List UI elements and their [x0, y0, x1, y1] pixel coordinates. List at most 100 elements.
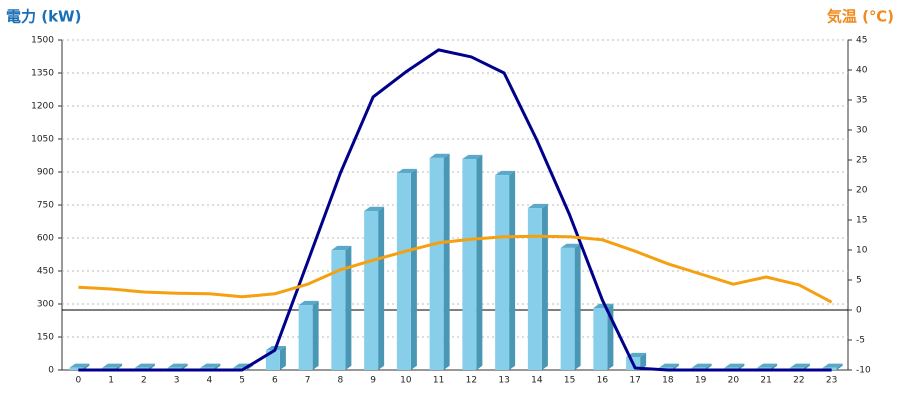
bar	[429, 157, 444, 370]
bar-side	[803, 363, 810, 370]
bar-top	[462, 154, 483, 160]
line	[78, 234, 833, 304]
x-tick-label: 0	[76, 376, 82, 386]
bar-side	[181, 363, 188, 370]
y-tick-label: 150	[37, 333, 54, 343]
x-tick-label: 5	[239, 376, 245, 386]
bar-top	[691, 363, 712, 368]
y-tick-label: 300	[37, 300, 54, 310]
bar	[462, 159, 477, 370]
y-tick-label: 1350	[31, 69, 54, 79]
bar-side	[378, 206, 385, 370]
bar-side	[738, 363, 745, 370]
y2-tick-label: 15	[856, 216, 867, 226]
bar-side	[148, 363, 155, 370]
x-tick-label: 19	[695, 376, 707, 386]
bar-side	[836, 363, 843, 370]
bar	[527, 208, 542, 370]
bar-side	[672, 363, 679, 370]
y-tick-label: 600	[37, 234, 54, 244]
x-tick-label: 1	[108, 376, 114, 386]
x-tick-label: 13	[498, 376, 509, 386]
x-tick-label: 21	[760, 376, 771, 386]
x-tick-label: 16	[597, 376, 609, 386]
bar	[364, 210, 379, 370]
y-tick-label: 1200	[31, 102, 54, 112]
line	[78, 48, 832, 372]
y2-tick-label: 20	[856, 186, 868, 196]
bar-side	[640, 352, 647, 370]
y-tick-label: 0	[48, 366, 54, 376]
bar-side	[410, 168, 417, 370]
y-tick-label: 1500	[31, 36, 54, 46]
y2-tick-label: 35	[856, 96, 867, 106]
bar-top	[102, 363, 123, 368]
x-tick-label: 15	[564, 376, 575, 386]
y2-tick-label: 5	[856, 276, 862, 286]
y2-tick-label: 25	[856, 156, 867, 166]
x-tick-label: 22	[793, 376, 804, 386]
x-tick-label: 8	[338, 376, 344, 386]
bar-top	[560, 243, 581, 248]
y2-tick-label: 40	[856, 66, 868, 76]
bar-side	[541, 203, 548, 370]
bar-side	[279, 346, 286, 370]
bar	[495, 175, 510, 370]
bar-top	[364, 206, 385, 211]
bar-top	[757, 363, 778, 368]
bar	[560, 247, 575, 370]
y-tick-label: 900	[37, 168, 54, 178]
bar	[331, 250, 346, 370]
bar-top	[429, 153, 450, 158]
bar-side	[116, 363, 123, 370]
y2-tick-label: 10	[856, 246, 868, 256]
x-tick-label: 11	[433, 376, 444, 386]
bar-top	[200, 363, 221, 368]
bar-top	[593, 303, 614, 308]
bar-top	[822, 363, 843, 368]
bar-top	[134, 363, 155, 368]
bar-side	[771, 363, 778, 370]
bar-top	[167, 363, 188, 368]
bar-top	[298, 300, 319, 306]
x-tick-label: 17	[629, 376, 640, 386]
y-tick-label: 450	[37, 267, 54, 277]
bar-side	[509, 170, 516, 370]
y-tick-label: 750	[37, 201, 54, 211]
bar-top	[69, 363, 90, 368]
x-tick-label: 4	[207, 376, 213, 386]
y-axis-title: 電力 (kW)	[6, 8, 81, 26]
x-tick-label: 9	[370, 376, 376, 386]
bar-top	[495, 170, 516, 176]
x-tick-label: 14	[531, 376, 543, 386]
y2-tick-label: 0	[856, 306, 862, 316]
bar-top	[331, 245, 352, 251]
bar	[298, 305, 313, 370]
bar-side	[476, 154, 483, 370]
y2-tick-label: -5	[856, 336, 865, 346]
bar-side	[443, 153, 450, 370]
y-tick-label: 1050	[31, 135, 54, 145]
x-tick-label: 3	[174, 376, 180, 386]
x-tick-label: 6	[272, 376, 278, 386]
x-tick-label: 7	[305, 376, 311, 386]
bar	[396, 173, 411, 370]
bar-top	[789, 363, 810, 368]
bar	[69, 367, 84, 370]
bar-side	[574, 243, 581, 370]
bar-side	[214, 363, 221, 370]
y2-tick-label: -10	[856, 366, 871, 376]
x-tick-label: 18	[662, 376, 674, 386]
bar	[593, 307, 608, 370]
bar-top	[724, 363, 745, 368]
bar-side	[83, 363, 90, 370]
x-tick-label: 10	[400, 376, 412, 386]
x-tick-label: 23	[826, 376, 837, 386]
bar-top	[396, 168, 417, 174]
x-tick-label: 12	[466, 376, 477, 386]
x-tick-label: 2	[141, 376, 147, 386]
y2-axis-title: 気温 (℃)	[827, 8, 894, 26]
y2-tick-label: 45	[856, 36, 867, 46]
bar-top	[527, 203, 548, 209]
